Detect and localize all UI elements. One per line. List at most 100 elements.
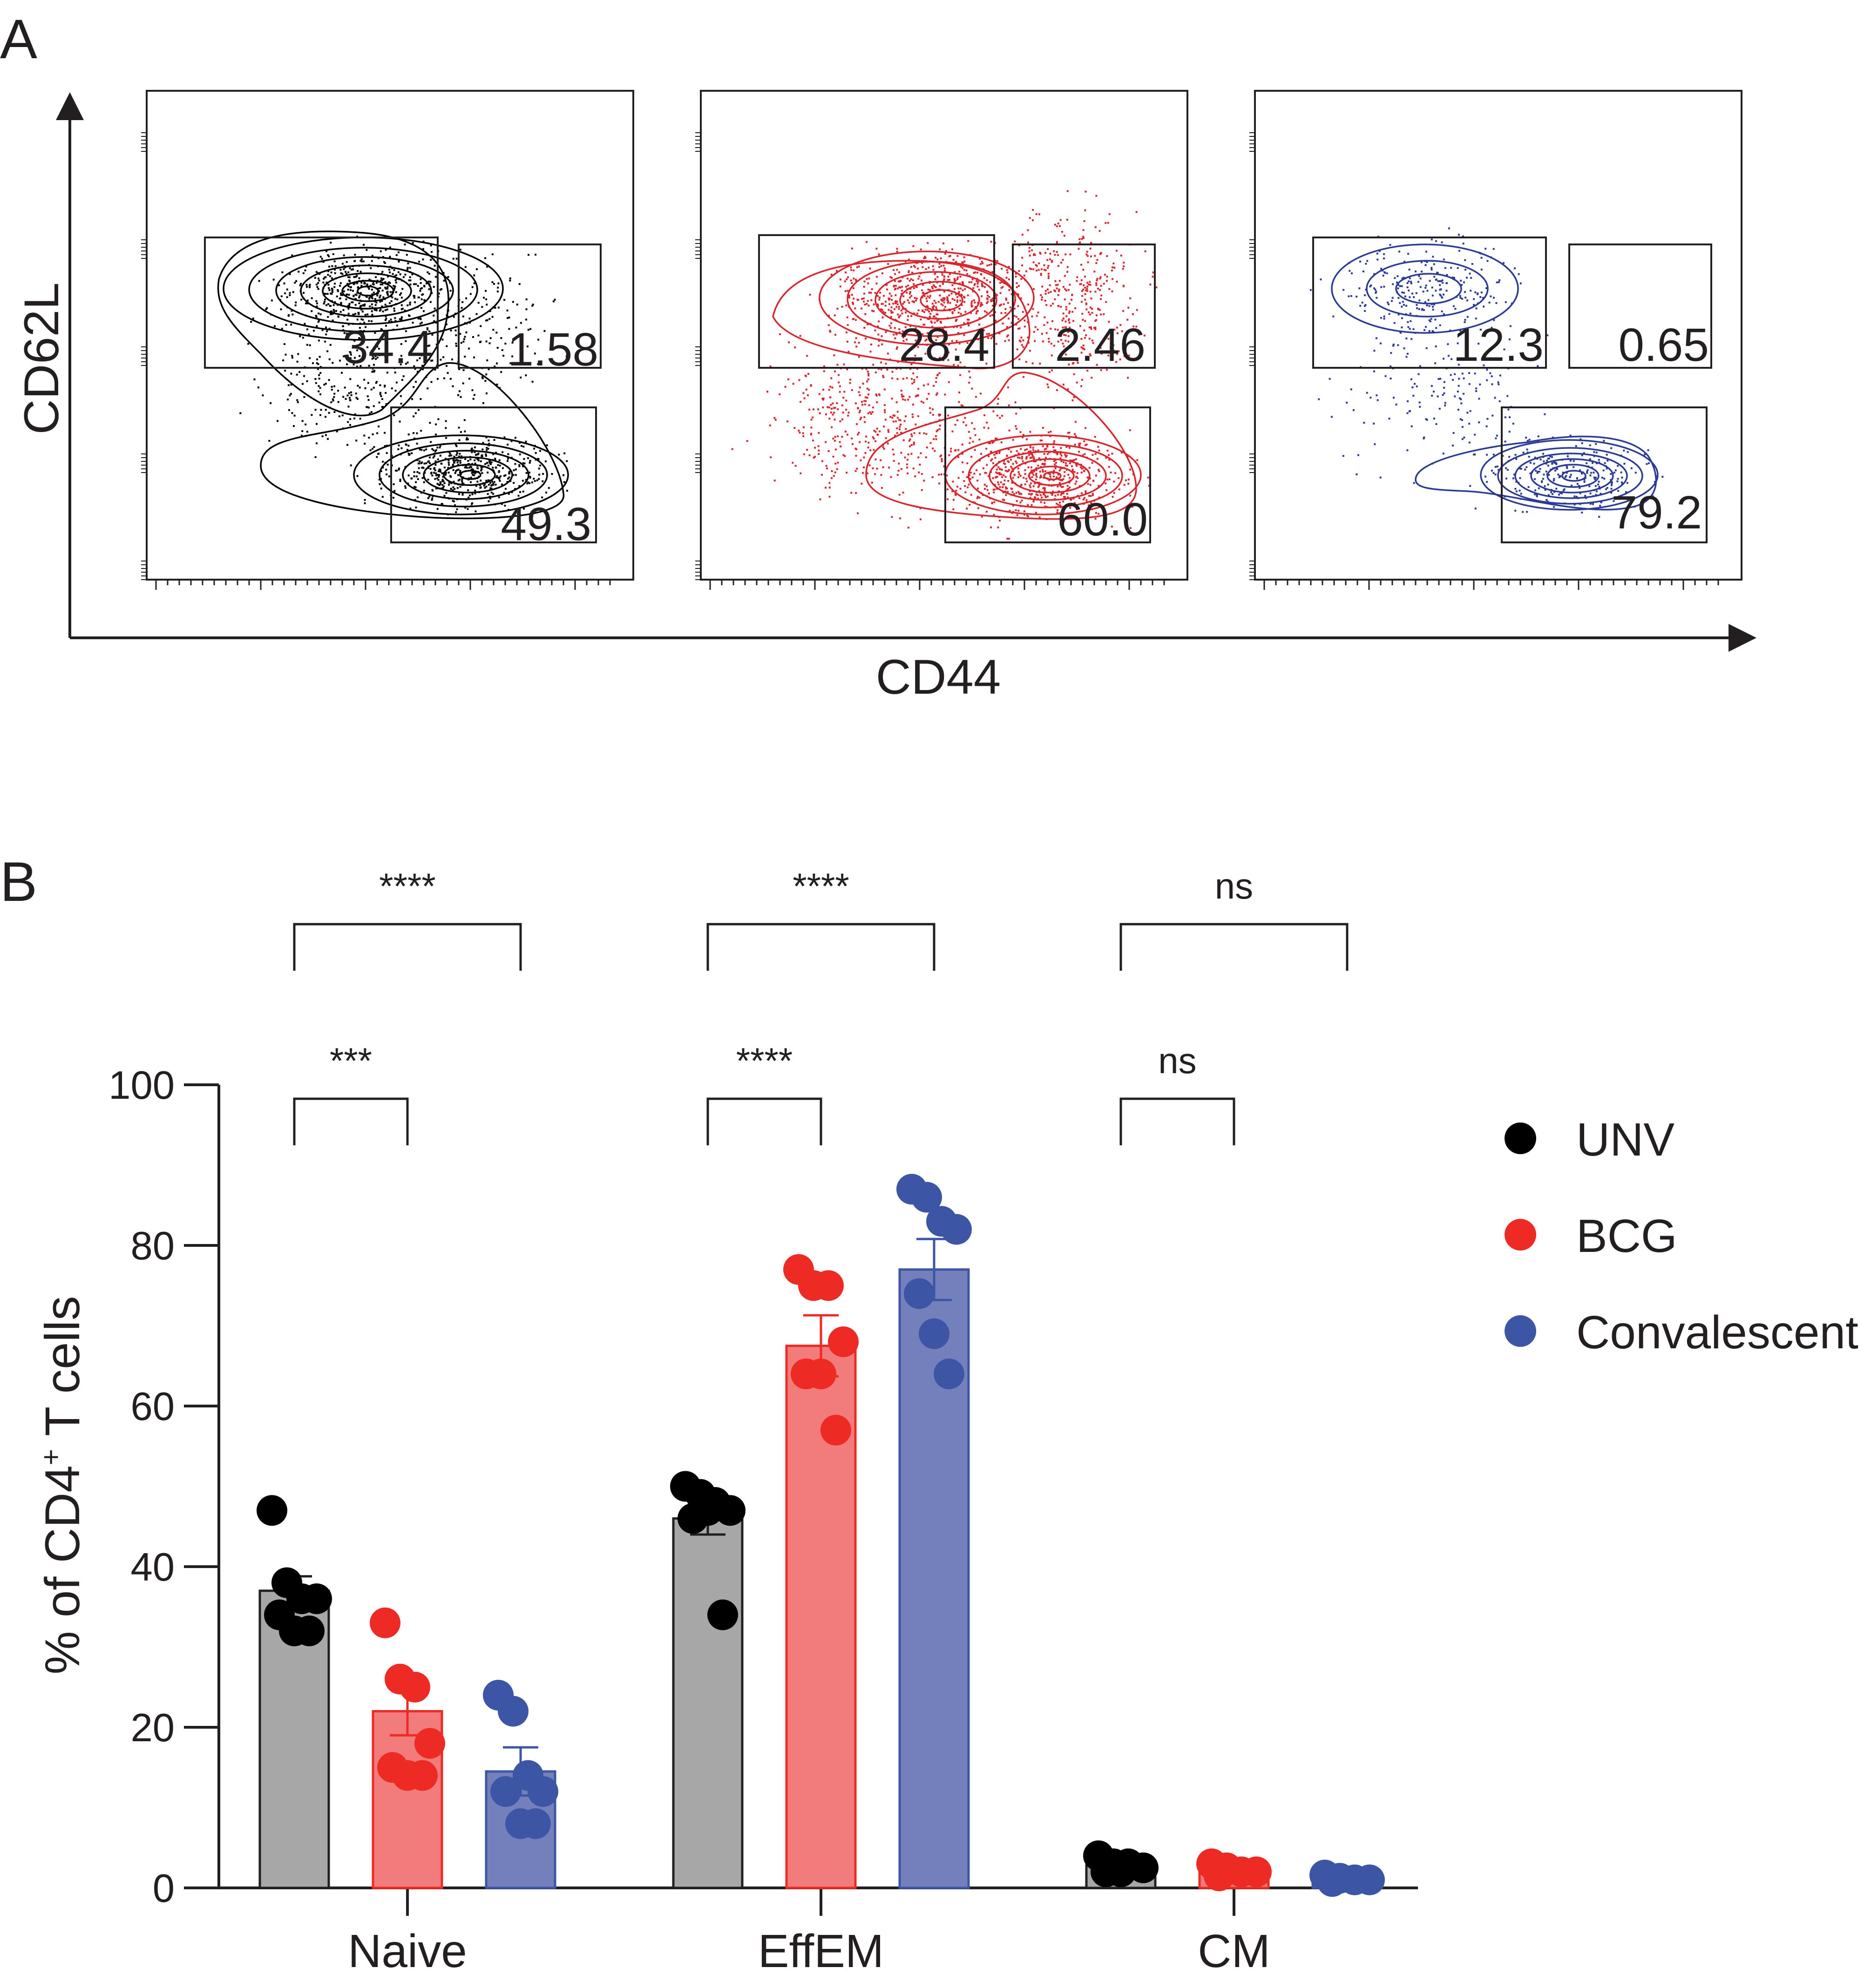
flow-event-dot <box>1441 297 1443 299</box>
flow-event-dot <box>1075 435 1077 437</box>
flow-event-dot <box>838 381 840 384</box>
flow-event-dot <box>878 253 880 256</box>
flow-event-dot <box>1015 425 1017 427</box>
flow-event-dot <box>468 494 471 497</box>
flow-event-dot <box>548 487 550 489</box>
flow-event-dot <box>821 398 824 400</box>
flow-event-dot <box>1011 488 1013 490</box>
flow-event-dot <box>980 453 983 455</box>
flow-event-dot <box>871 288 873 291</box>
flow-event-dot <box>1463 392 1465 395</box>
flow-event-dot <box>1536 472 1539 474</box>
flow-event-dot <box>827 406 829 408</box>
flow-event-dot <box>858 432 860 434</box>
flow-event-dot <box>1083 440 1085 442</box>
flow-event-dot <box>963 260 966 263</box>
flow-event-dot <box>1057 329 1059 331</box>
flow-event-dot <box>900 279 902 282</box>
flow-event-dot <box>948 343 950 345</box>
flow-event-dot <box>379 384 381 386</box>
flow-event-dot <box>1078 444 1080 446</box>
flow-event-dot <box>386 452 388 454</box>
flow-event-dot <box>437 418 440 420</box>
flow-event-dot <box>1015 412 1017 415</box>
flow-event-dot <box>870 412 872 415</box>
flow-event-dot <box>1080 279 1083 281</box>
flow-event-dot <box>1597 483 1600 486</box>
flow-event-dot <box>1021 344 1023 346</box>
flow-event-dot <box>1566 467 1568 469</box>
flow-event-dot <box>394 279 397 282</box>
flow-event-dot <box>375 309 377 311</box>
flow-event-dot <box>1399 285 1402 287</box>
significance-label: **** <box>736 1040 793 1081</box>
gate-effem <box>1501 406 1708 543</box>
flow-event-dot <box>896 427 898 429</box>
flow-event-dot <box>1043 493 1044 495</box>
flow-event-dot <box>432 489 434 492</box>
flow-event-dot <box>873 303 875 305</box>
data-point <box>257 1495 287 1526</box>
flow-event-dot <box>1069 507 1071 509</box>
flow-event-dot <box>291 357 293 359</box>
flow-event-dot <box>423 284 425 287</box>
flow-event-dot <box>1389 244 1391 246</box>
flow-event-dot <box>947 279 949 281</box>
flow-event-dot <box>1060 460 1063 462</box>
flow-event-dot <box>291 412 293 414</box>
flow-event-dot <box>1438 407 1441 410</box>
flow-event-dot <box>854 402 857 405</box>
flow-event-dot <box>937 319 939 321</box>
flow-event-dot <box>881 309 883 311</box>
flow-event-dot <box>895 302 897 304</box>
flow-event-dot <box>1009 306 1011 309</box>
flow-event-dot <box>936 320 938 322</box>
gate-cm <box>1568 243 1712 369</box>
flow-event-dot <box>910 453 913 455</box>
flow-event-dot <box>1066 488 1069 491</box>
flow-event-dot <box>371 260 373 262</box>
flow-event-dot <box>997 483 1000 486</box>
flow-event-dot <box>317 282 319 284</box>
flow-event-dot <box>992 314 994 317</box>
flow-event-dot <box>418 261 420 263</box>
flow-event-dot <box>400 308 403 311</box>
flow-event-dot <box>836 308 839 310</box>
flow-event-dot <box>934 273 936 275</box>
flow-event-dot <box>810 419 813 421</box>
flow-event-dot <box>1617 478 1619 480</box>
flow-event-dot <box>907 453 909 455</box>
flow-event-dot <box>793 427 796 429</box>
flow-event-dot <box>371 298 373 299</box>
flow-event-dot <box>326 293 329 295</box>
flow-event-dot <box>447 467 449 469</box>
flow-event-dot <box>1528 439 1531 441</box>
flow-event-dot <box>990 300 992 303</box>
flow-event-dot <box>417 285 419 287</box>
gate-naive-value: 34.4 <box>342 321 433 373</box>
flow-event-dot <box>1332 315 1335 318</box>
flow-event-dot <box>1112 349 1115 352</box>
flow-event-dot <box>1005 486 1007 488</box>
flow-event-dot <box>992 462 994 464</box>
flow-event-dot <box>1390 365 1392 367</box>
flow-event-dot <box>1464 291 1466 293</box>
flow-event-dot <box>1050 291 1052 293</box>
flow-event-dot <box>875 393 877 396</box>
flow-event-dot <box>1096 314 1098 317</box>
flow-event-dot <box>976 480 979 482</box>
flow-event-dot <box>1062 500 1064 503</box>
flow-event-dot <box>325 416 326 418</box>
flow-event-dot <box>529 482 531 484</box>
flow-event-dot <box>936 392 938 394</box>
flow-event-dot <box>1027 504 1029 506</box>
flow-event-dot <box>833 475 835 477</box>
flow-event-dot <box>1623 463 1626 465</box>
flow-event-dot <box>1057 340 1059 343</box>
flow-event-dot <box>1430 269 1433 271</box>
flow-event-dot <box>413 365 415 367</box>
flow-event-dot <box>324 340 326 343</box>
flow-event-dot <box>346 318 349 321</box>
flow-event-dot <box>1007 470 1010 472</box>
flow-event-dot <box>1098 309 1101 311</box>
